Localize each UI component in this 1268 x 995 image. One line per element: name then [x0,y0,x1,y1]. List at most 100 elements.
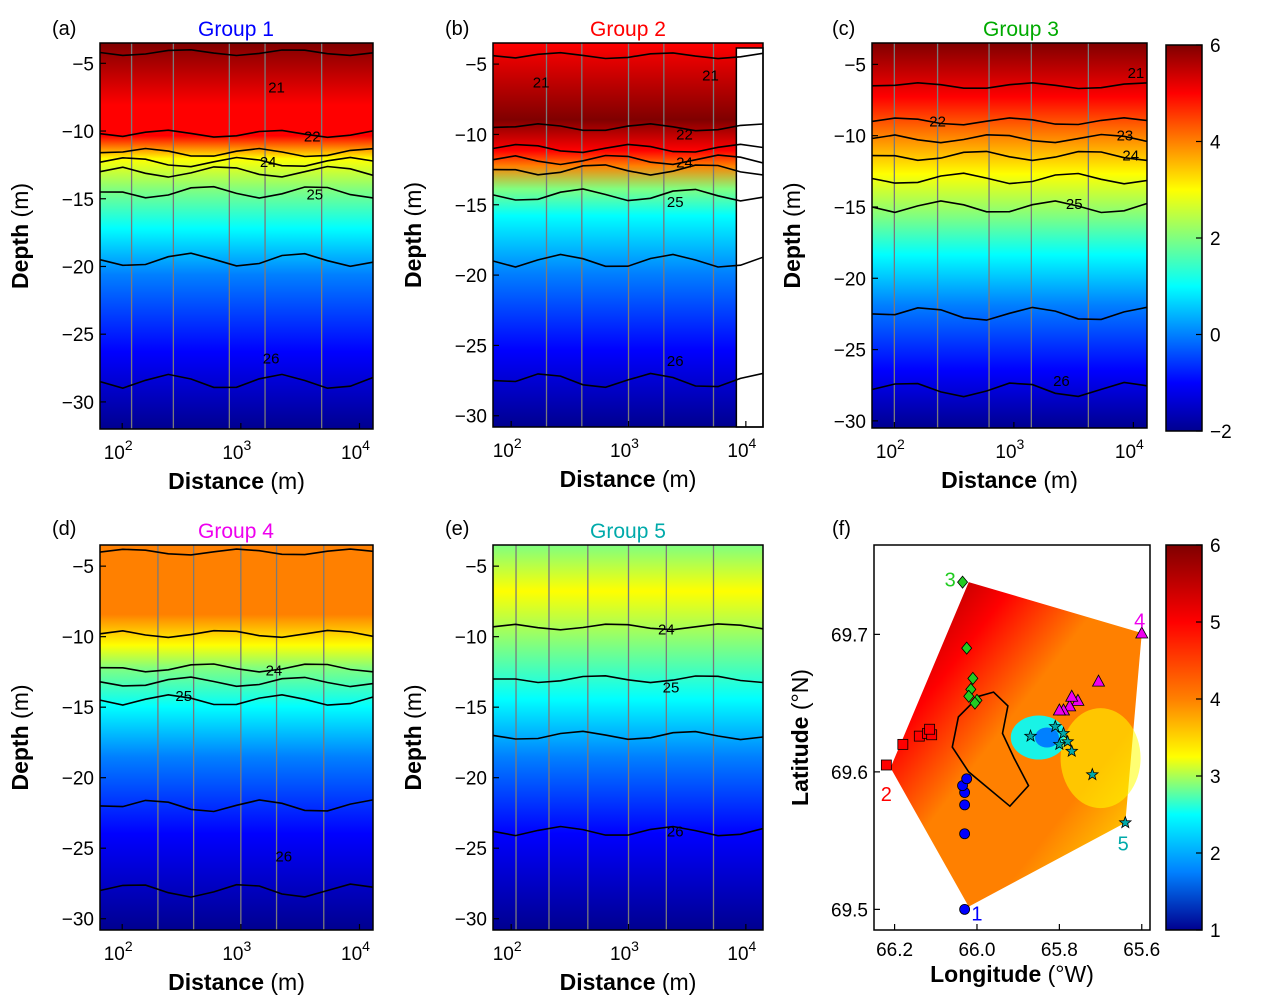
y-axis-label: Depth (m) [779,182,805,288]
x-tick-label: 66.2 [876,940,913,961]
contour-label: 26 [667,823,684,840]
axes-frame [871,42,1148,429]
y-tick-label: −5 [72,557,94,578]
y-axis-label: Depth (m) [7,684,33,790]
isopycnal-contour [871,172,1148,185]
isopycnal-contour [492,623,764,631]
colorbar-tick-label: 6 [1210,36,1221,57]
panel-title: Group 3 [983,18,1059,41]
panel-label: (b) [445,18,469,40]
colorbar-tick-label: 6 [1210,536,1221,557]
y-tick-label: −30 [834,412,866,433]
y-tick-label: −10 [62,628,94,649]
contour-label: 21 [702,67,719,84]
panel-e: (e) Group 5 24 25 26 −5 −10 −15 −20 −25 −30 102 10… [400,518,764,995]
isopycnal-contour [99,693,374,706]
x-axis-label: Distance (m) [168,969,305,995]
x-tick-label: 104 [341,437,370,464]
contour-label: 21 [533,74,550,91]
x-tick-label: 104 [1115,436,1144,463]
contour-label: 23 [1117,128,1134,145]
panel-b: (b) Group 2 21 21 22 24 25 26 −5 −10 −15 −20 −25 −3… [400,18,764,492]
y-tick-label: −30 [62,393,94,414]
isopycnal-contour [492,188,764,202]
panel-title: Group 1 [198,18,274,41]
station-marker [959,828,971,840]
isopycnal-contour [871,381,1148,398]
panel-label: (d) [52,518,76,540]
panel-label: (e) [445,518,469,540]
x-tick-label: 103 [995,436,1024,463]
y-tick-label: −20 [455,266,487,287]
x-tick-label: 102 [493,435,522,462]
contour-label: 22 [676,126,693,143]
isopycnal-contour [492,253,764,268]
y-tick-label: −25 [455,839,487,860]
colorbar-tick-label: 3 [1210,767,1221,788]
temperature-field [872,43,1147,428]
isopycnal-contour [99,373,374,390]
y-tick-label: −15 [834,198,866,219]
x-tick-label: 65.6 [1123,940,1160,961]
group-label: 5 [1118,833,1129,855]
station-marker [1064,744,1079,758]
y-tick-label: −20 [834,269,866,290]
y-axis-label: Depth (m) [7,183,33,289]
isopycnal-contour [99,548,374,556]
contour-label: 25 [667,194,684,211]
contour-label: 26 [667,353,684,370]
cold-core [1035,727,1060,748]
station-marker [880,759,892,771]
temperature-field [100,43,373,429]
panel-c: (c) Group 3 21 22 23 24 25 26 −5 −10 −15 −20 −25 −3… [779,18,1148,493]
panel-f-map: (f) 1 2 3 4 5 66.2 66.0 65.8 65.6 69.5 69.6 69.7 Lon… [787,518,1160,987]
colorbar-tick-label: 1 [1210,921,1221,942]
contour-label: 24 [676,155,693,172]
isopycnal-contour [871,200,1148,214]
station-marker [961,773,973,785]
y-tick-label: −25 [834,341,866,362]
contour-label: 25 [663,679,680,696]
x-tick-label: 103 [222,938,251,965]
isopycnal-contour [492,154,764,166]
y-tick-label: −15 [455,698,487,719]
colorbar-bottom: 654321Temperature (°C) [1165,536,1268,942]
y-tick-label: −25 [455,336,487,357]
isopycnal-contour [99,663,374,673]
x-axis-label: Longitude (°W) [930,961,1094,987]
isopycnal-contour [99,48,374,57]
group-label: 3 [945,569,956,591]
y-tick-label: −20 [455,769,487,790]
x-axis-label: Distance (m) [560,969,697,995]
x-axis-label: Distance (m) [560,466,697,492]
y-tick-label: −15 [455,196,487,217]
colorbar-tick-label: 2 [1210,844,1221,865]
station-marker [1135,626,1149,639]
y-tick-label: −30 [455,407,487,428]
isopycnal-contour [492,143,764,154]
panel-label: (a) [52,18,76,40]
y-tick-label: −25 [62,839,94,860]
isopycnal-contour [99,676,374,688]
station-marker [924,723,936,735]
contour-label: 25 [306,187,323,204]
panel-label: (f) [832,518,851,540]
y-tick-label: −5 [465,55,487,76]
group-label: 1 [971,904,982,926]
contour-label: 25 [1066,196,1083,213]
panel-d: (d) Group 4 24 25 26 −5 −10 −15 −20 −25 −30 102 10… [7,518,374,995]
station-marker [969,696,981,710]
y-tick-label: 69.6 [831,763,868,784]
contour-label: 25 [175,688,192,705]
contour-label: 24 [658,622,675,639]
contour-label: 24 [260,154,277,171]
warm-anomaly [1060,708,1141,809]
contour-label: 24 [1122,148,1139,165]
station-marker [1048,719,1063,733]
x-tick-label: 103 [610,435,639,462]
colorbar-tick-label: 5 [1210,613,1221,634]
station-marker [1023,728,1038,742]
y-tick-label: −10 [455,628,487,649]
